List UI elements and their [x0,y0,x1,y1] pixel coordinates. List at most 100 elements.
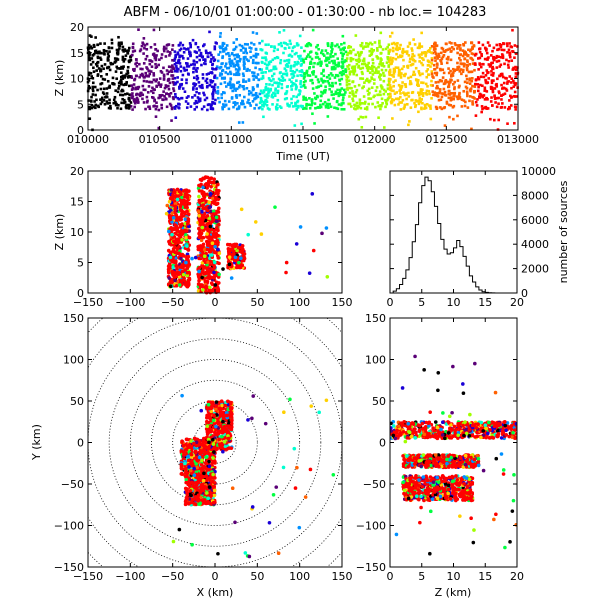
time-height-point [260,68,264,71]
x-height-point [199,238,204,243]
time-height-point [466,94,469,98]
time-height-point [275,55,279,59]
time-height-point [432,45,436,49]
x-height-point [242,252,247,256]
time-height-point [396,55,400,59]
x-height-point [171,227,176,232]
time-height-point [292,72,295,76]
time-height-point [213,45,217,48]
time-height-point [491,49,494,53]
time-height-point [259,89,263,93]
time-height-point [516,45,519,48]
time-height-point [396,66,400,70]
time-height-point [342,88,346,92]
time-height-point [480,110,483,114]
time-height-point [115,65,119,69]
time-height-point [460,105,464,108]
time-height-point [461,68,465,72]
time-height-point [116,67,119,70]
time-height-point [177,106,180,109]
time-height-point [465,74,468,78]
plan-view-point [209,429,214,434]
x-height-point [209,245,213,249]
x-height-point [166,264,171,269]
time-height-point [293,124,297,127]
time-height-point [293,45,296,48]
time-height-point [202,58,205,61]
time-height-point [331,48,334,51]
time-height-point [399,76,403,79]
time-height-point [141,93,145,97]
time-height-point [265,104,269,107]
time-height-point [506,82,509,85]
time-height-point [203,98,207,102]
time-height-point [305,107,308,110]
x-height-point [202,272,206,276]
time-height-point [168,94,171,98]
time-height-point [340,102,344,105]
time-height-point [302,80,306,84]
time-height-point [402,107,406,110]
time-height-point [149,70,153,73]
x-height-point [227,262,232,267]
time-height-point [184,100,188,103]
time-height-point [143,75,146,79]
time-height-point [251,93,255,97]
time-height-point [193,108,197,111]
time-height-point [391,60,394,63]
range-ring [108,338,322,547]
time-height-point [160,56,163,60]
time-height-point [300,59,303,63]
time-height-point [480,54,483,58]
time-height-point [342,96,345,99]
time-height-point [198,97,202,101]
time-height-point [254,47,258,51]
time-height-point [213,74,217,77]
time-height-point [289,42,292,46]
time-height-point [326,104,330,107]
time-height-point [438,90,442,94]
time-height-point [320,72,323,75]
x-height-point [177,233,182,238]
time-height-point [109,62,113,66]
time-height-point [221,107,225,111]
x-height-point [175,218,179,222]
time-height-point [441,68,445,72]
time-height-point [227,83,230,87]
time-height-point [462,51,466,54]
time-height-point [269,60,273,63]
time-height-point [327,81,331,85]
time-height-point [417,93,421,97]
time-height-point [453,69,456,72]
time-height-point [308,65,312,69]
time-height-point [99,98,102,101]
time-height-point [401,81,404,84]
time-height-point [91,85,95,89]
time-height-point [94,93,97,97]
time-height-point [91,60,95,64]
time-height-point [481,43,485,47]
x-height-point [184,235,188,240]
time-height-point [498,43,502,47]
time-height-point [176,96,180,100]
time-height-point [131,92,134,95]
x-height-point [175,267,179,271]
time-height-point [497,90,501,93]
x-height-point [233,255,238,260]
y-tick-label: 4000 [521,238,549,251]
time-height-point [395,52,398,56]
time-height-point [367,102,370,106]
time-height-point [279,61,282,65]
time-height-point [162,47,166,51]
time-height-point [516,66,519,69]
time-height-point [99,56,102,60]
time-height-point [435,66,439,69]
time-height-point [242,60,246,64]
time-height-point [91,87,95,91]
time-height-point [441,92,445,96]
time-height-point [392,80,395,84]
time-height-point [442,87,446,91]
time-height-point [379,107,382,111]
time-height-point [392,84,395,88]
